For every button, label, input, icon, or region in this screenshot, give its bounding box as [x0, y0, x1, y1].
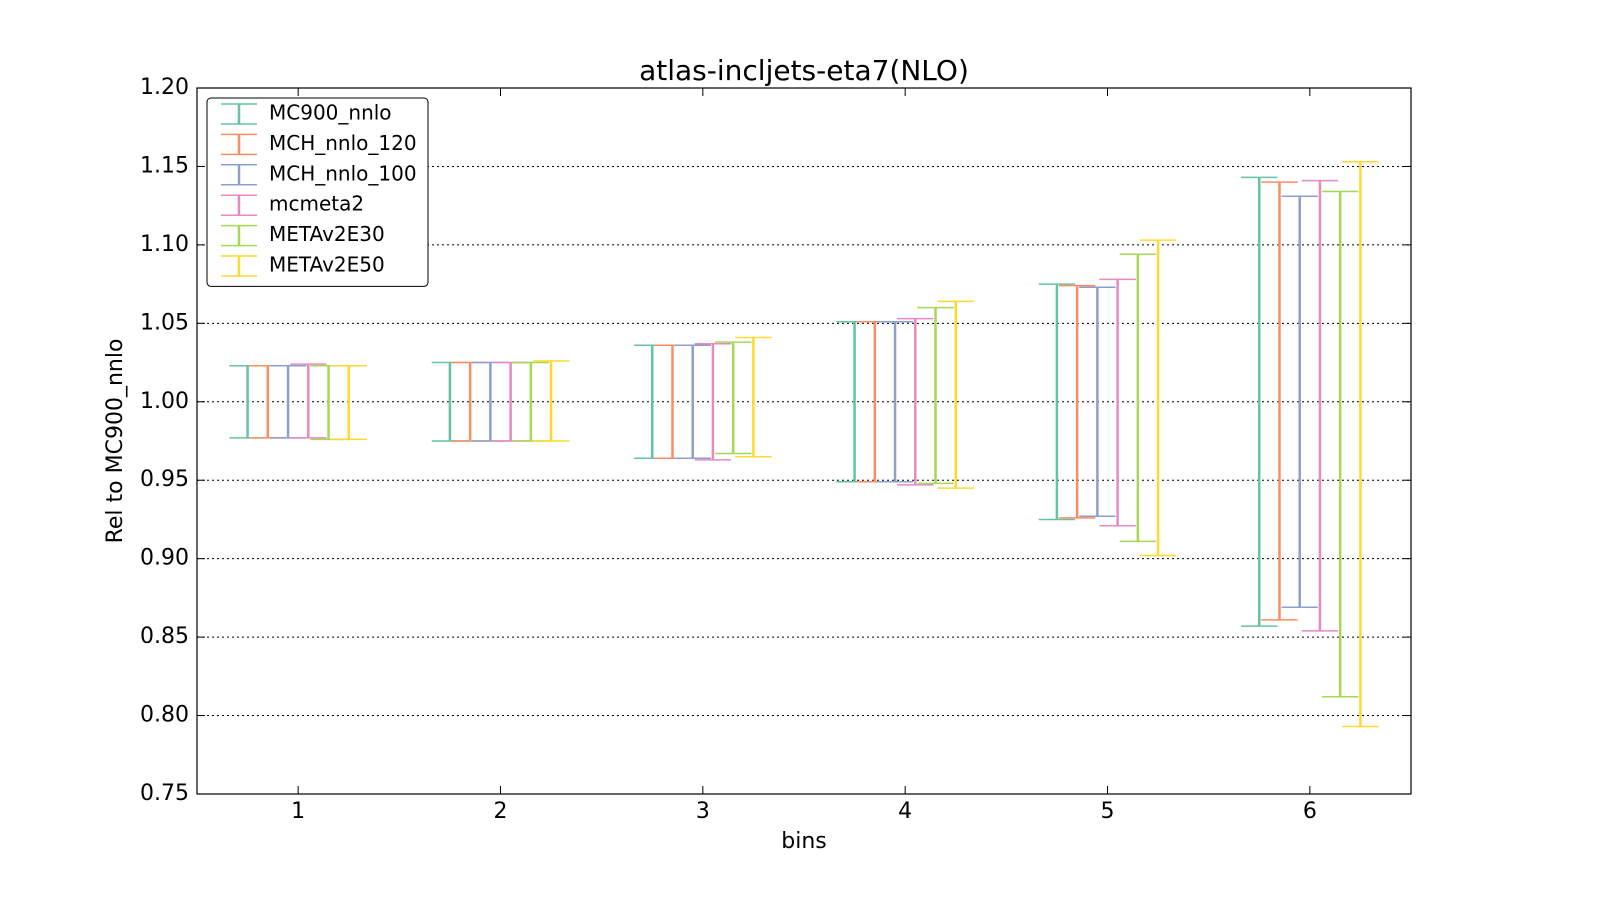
legend-label: MCH_nnlo_120 — [269, 131, 417, 155]
legend-label: MC900_nnlo — [269, 101, 392, 125]
y-tick-label: 0.75 — [140, 781, 189, 806]
legend-label: METAv2E50 — [269, 253, 385, 277]
y-axis-label: Rel to MC900_nnlo — [103, 339, 128, 544]
y-tick-label: 0.80 — [140, 703, 189, 728]
legend-label: mcmeta2 — [269, 192, 364, 216]
x-tick-label: 1 — [291, 799, 305, 824]
x-tick-label: 5 — [1101, 799, 1115, 824]
y-tick-label: 1.20 — [140, 75, 189, 100]
y-tick-label: 0.85 — [140, 624, 189, 649]
x-tick-label: 4 — [898, 799, 912, 824]
y-tick-label: 1.10 — [140, 232, 189, 257]
x-tick-label: 3 — [696, 799, 710, 824]
y-tick-label: 1.00 — [140, 389, 189, 414]
y-tick-label: 0.90 — [140, 546, 189, 571]
plot-frame — [196, 87, 1412, 795]
legend-label: MCH_nnlo_100 — [269, 161, 417, 185]
x-tick-label: 6 — [1303, 799, 1317, 824]
legend-label: METAv2E30 — [269, 222, 385, 246]
y-tick-label: 0.95 — [140, 467, 189, 492]
x-axis-label: bins — [781, 829, 826, 854]
legend-box — [206, 97, 429, 287]
y-tick-label: 1.05 — [140, 310, 189, 335]
x-tick-label: 2 — [494, 799, 508, 824]
chart-title: atlas-incljets-eta7(NLO) — [639, 54, 969, 87]
y-tick-label: 1.15 — [140, 153, 189, 178]
